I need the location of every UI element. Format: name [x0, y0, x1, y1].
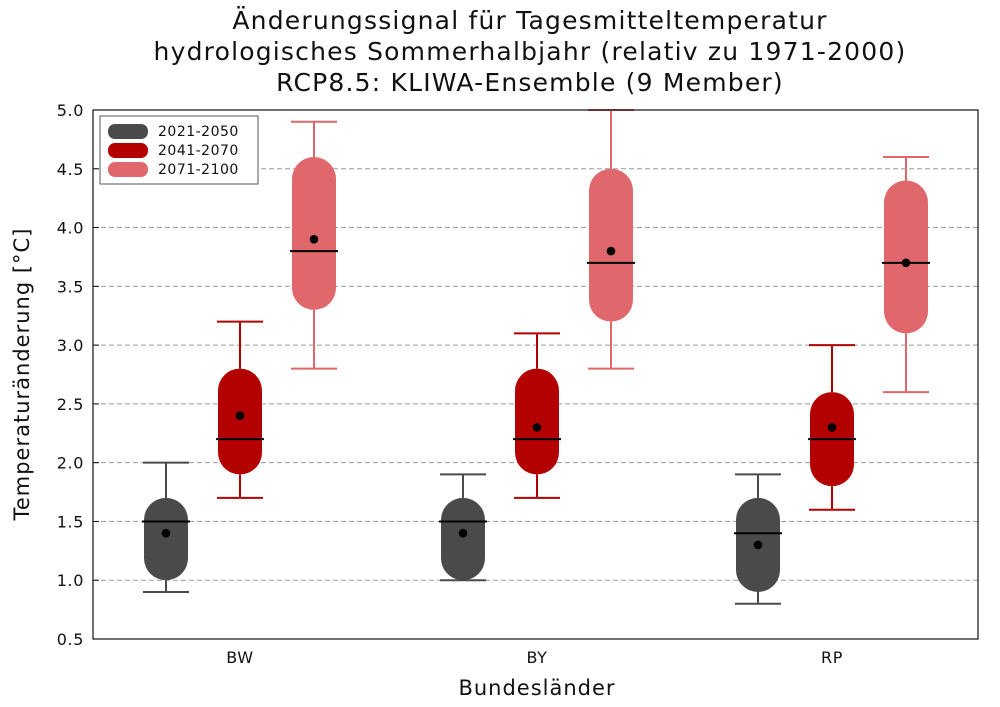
y-tick-label: 3.5	[57, 277, 84, 296]
box-series	[142, 109, 930, 605]
mean-marker	[161, 528, 171, 538]
y-tick-label: 1.0	[57, 571, 84, 590]
y-tick-label: 1.5	[57, 512, 84, 531]
box-iqr	[441, 497, 485, 581]
y-tick-label: 4.0	[57, 219, 84, 238]
x-axis-ticks: BW BY RP	[226, 648, 843, 667]
y-tick-label: 2.5	[57, 395, 84, 414]
mean-marker	[458, 528, 468, 538]
chart-title-line-3: RCP8.5: KLIWA-Ensemble (9 Member)	[276, 68, 784, 97]
x-axis-label: Bundesländer	[458, 676, 615, 700]
mean-marker	[827, 423, 837, 432]
y-axis-label: Temperaturänderung [°C]	[10, 228, 34, 522]
chart-title-line-1: Änderungssignal für Tagesmitteltemperatu…	[232, 6, 827, 35]
x-tick-label: BW	[226, 648, 253, 667]
legend-swatch	[108, 162, 148, 177]
x-tick-label: BY	[526, 648, 547, 667]
mean-marker	[606, 246, 616, 256]
mean-marker	[309, 235, 319, 244]
chart-title-line-2: hydrologisches Sommerhalbjahr (relativ z…	[154, 37, 907, 66]
legend-label: 2021-2050	[158, 124, 239, 140]
legend-label: 2041-2070	[158, 143, 239, 159]
legend-label: 2071-2100	[158, 162, 239, 178]
series-2041-2070	[216, 320, 856, 511]
box-iqr	[589, 168, 633, 322]
y-tick-label: 4.5	[57, 160, 84, 179]
plot-frame	[92, 109, 979, 640]
series-2021-2050	[142, 461, 782, 605]
box-iqr	[144, 497, 188, 581]
y-tick-label: 5.0	[57, 101, 84, 120]
y-tick-label: 0.5	[57, 630, 84, 649]
mean-marker	[532, 423, 542, 432]
box-iqr	[218, 368, 262, 475]
y-axis-ticks: 0.5 1.0 1.5 2.0 2.5 3.0 3.5 4.0 4.5 5.0	[57, 101, 99, 649]
series-2071-2100	[290, 109, 930, 394]
mean-marker	[753, 540, 763, 550]
legend-swatch	[108, 143, 148, 158]
box-iqr	[884, 180, 928, 334]
y-tick-label: 2.0	[57, 454, 84, 473]
mean-marker	[901, 258, 911, 268]
legend: 2021-2050 2041-2070 2071-2100	[99, 115, 259, 185]
y-tick-label: 3.0	[57, 336, 84, 355]
box-iqr	[515, 368, 559, 475]
legend-swatch	[108, 124, 148, 139]
box-iqr	[292, 157, 336, 310]
x-tick-label: RP	[821, 648, 843, 667]
mean-marker	[235, 411, 245, 420]
